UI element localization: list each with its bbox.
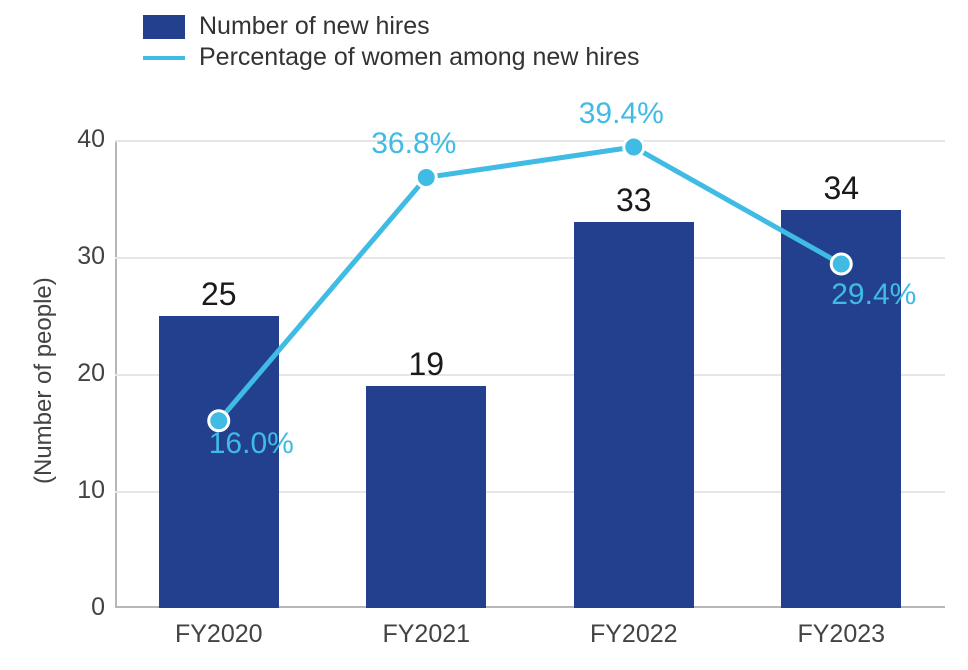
hires-chart: Number of new hiresPercentage of women a… [0, 0, 968, 670]
y-tick-label: 30 [55, 242, 105, 271]
bar-value-label: 19 [323, 346, 531, 383]
line-marker [416, 167, 436, 187]
legend-swatch-bar [143, 15, 185, 39]
y-tick-label: 20 [55, 359, 105, 388]
x-tick-label: FY2020 [115, 620, 323, 649]
bar-value-label: 25 [115, 276, 323, 313]
pct-label: 29.4% [831, 278, 916, 312]
legend-swatch-line [143, 56, 185, 60]
line-marker [831, 254, 851, 274]
bar-value-label: 33 [530, 182, 738, 219]
legend-label: Percentage of women among new hires [199, 43, 640, 72]
pct-label: 39.4% [579, 97, 664, 131]
y-tick-label: 40 [55, 125, 105, 154]
legend-item: Number of new hires [143, 12, 640, 41]
y-tick-label: 0 [55, 593, 105, 622]
pct-label: 16.0% [209, 427, 294, 461]
legend-label: Number of new hires [199, 12, 430, 41]
legend: Number of new hiresPercentage of women a… [143, 12, 640, 74]
pct-label: 36.8% [371, 127, 456, 161]
legend-item: Percentage of women among new hires [143, 43, 640, 72]
x-tick-label: FY2023 [738, 620, 946, 649]
line-marker [624, 137, 644, 157]
y-axis-title: (Number of people) [30, 277, 58, 484]
y-tick-label: 10 [55, 476, 105, 505]
bar-value-label: 34 [738, 170, 946, 207]
x-tick-label: FY2021 [323, 620, 531, 649]
x-tick-label: FY2022 [530, 620, 738, 649]
